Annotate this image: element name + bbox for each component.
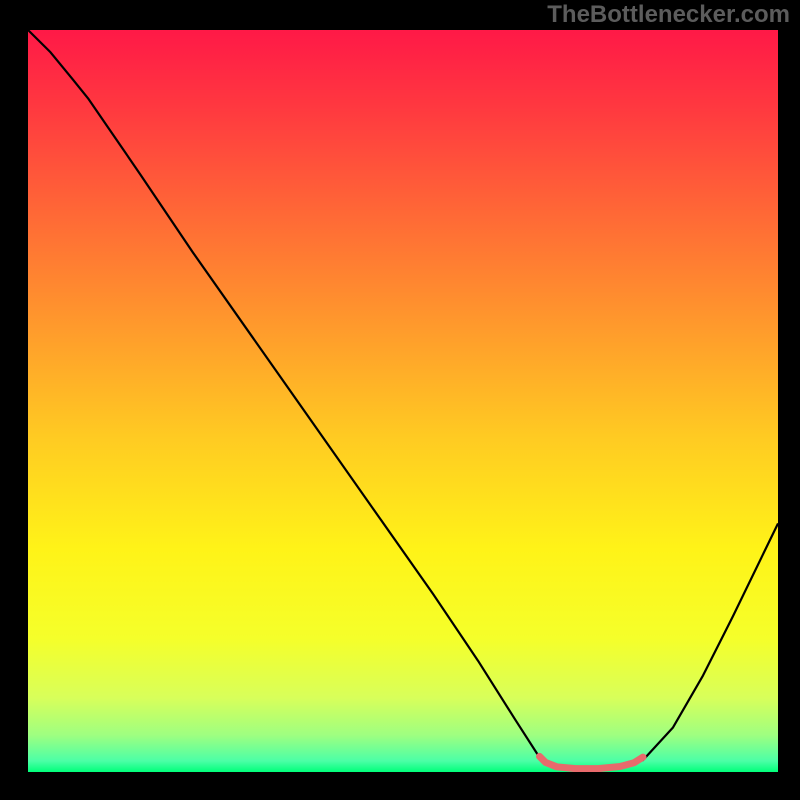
gradient-background bbox=[28, 30, 778, 772]
chart-frame: TheBottlenecker.com bbox=[0, 0, 800, 800]
bottleneck-chart-svg bbox=[28, 30, 778, 772]
plot-area bbox=[28, 30, 778, 772]
source-watermark: TheBottlenecker.com bbox=[547, 1, 790, 29]
